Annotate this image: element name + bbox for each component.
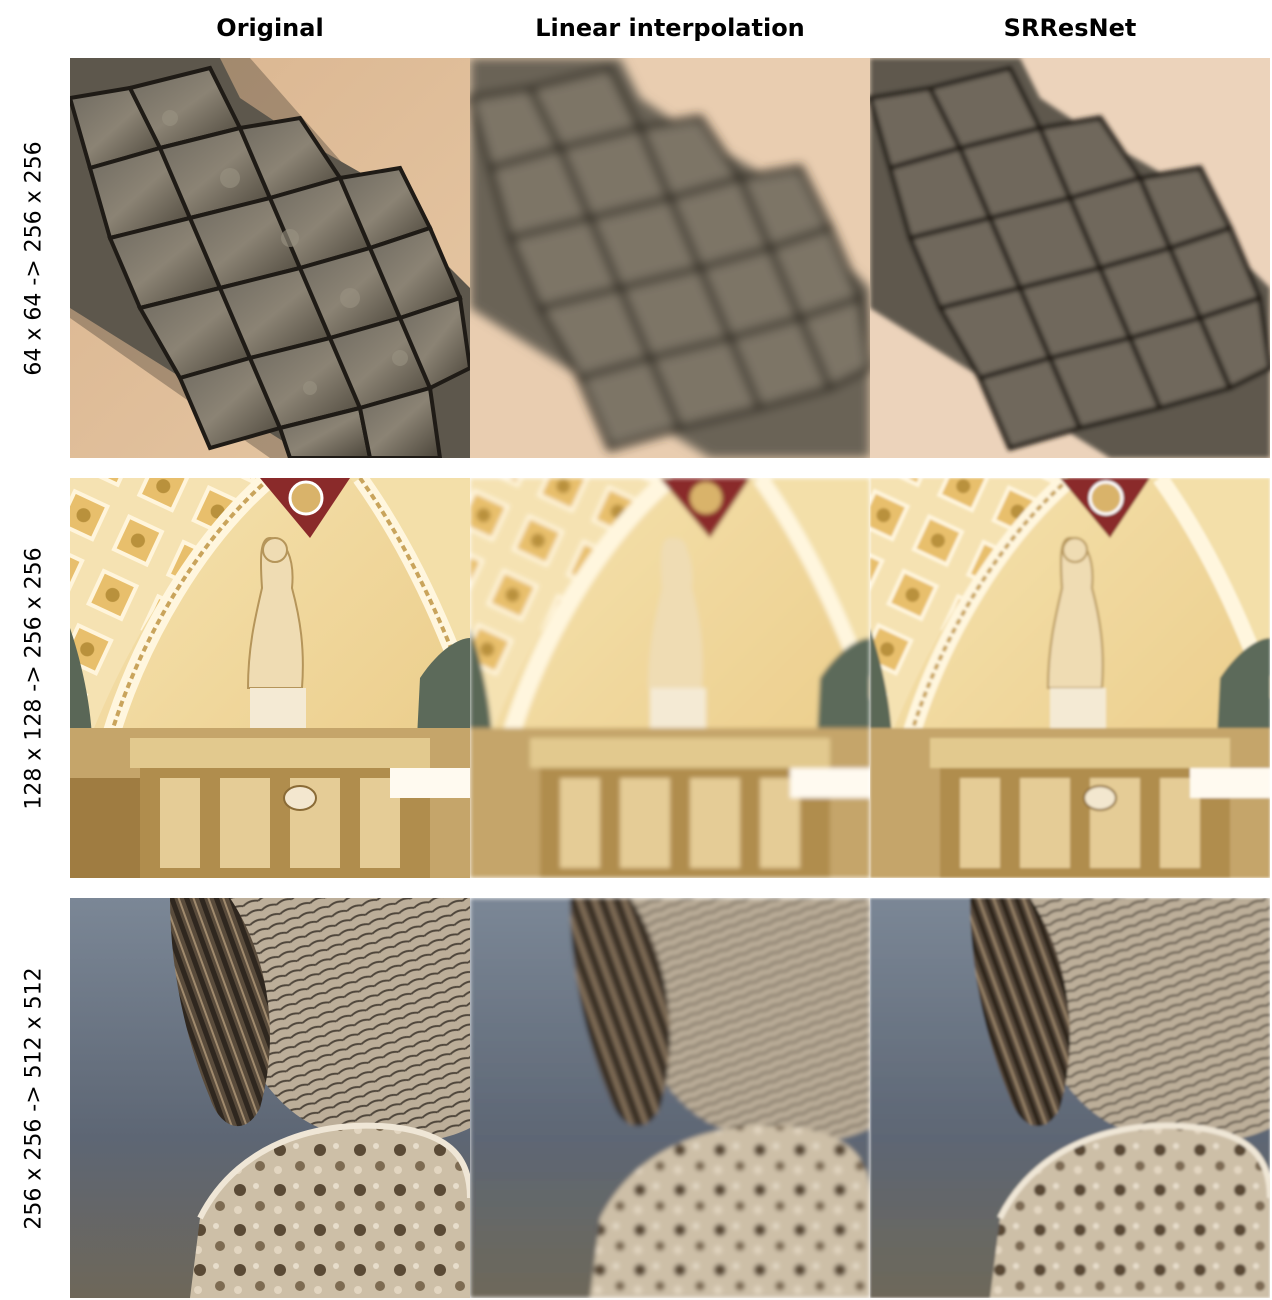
- row-label-1: 64 x 64 -> 256 x 256: [21, 140, 47, 376]
- image-bird-srresnet: [870, 898, 1270, 1298]
- column-header-srresnet: SRResNet: [1003, 14, 1137, 42]
- image-bird-original: [70, 898, 470, 1298]
- image-crocodile-srresnet: [870, 58, 1270, 458]
- column-header-linear-interpolation: Linear interpolation: [535, 14, 805, 42]
- image-bird-linear-interpolation: [470, 898, 870, 1298]
- image-ceiling-linear-interpolation: [470, 478, 870, 878]
- image-ceiling-original: [70, 478, 470, 878]
- image-ceiling-srresnet: [870, 478, 1270, 878]
- image-crocodile-linear-interpolation: [470, 58, 870, 458]
- image-crocodile-original: [70, 58, 470, 458]
- row-label-3: 256 x 256 -> 512 x 512: [21, 966, 47, 1230]
- column-header-original: Original: [216, 14, 324, 42]
- row-label-2: 128 x 128 -> 256 x 256: [21, 546, 47, 810]
